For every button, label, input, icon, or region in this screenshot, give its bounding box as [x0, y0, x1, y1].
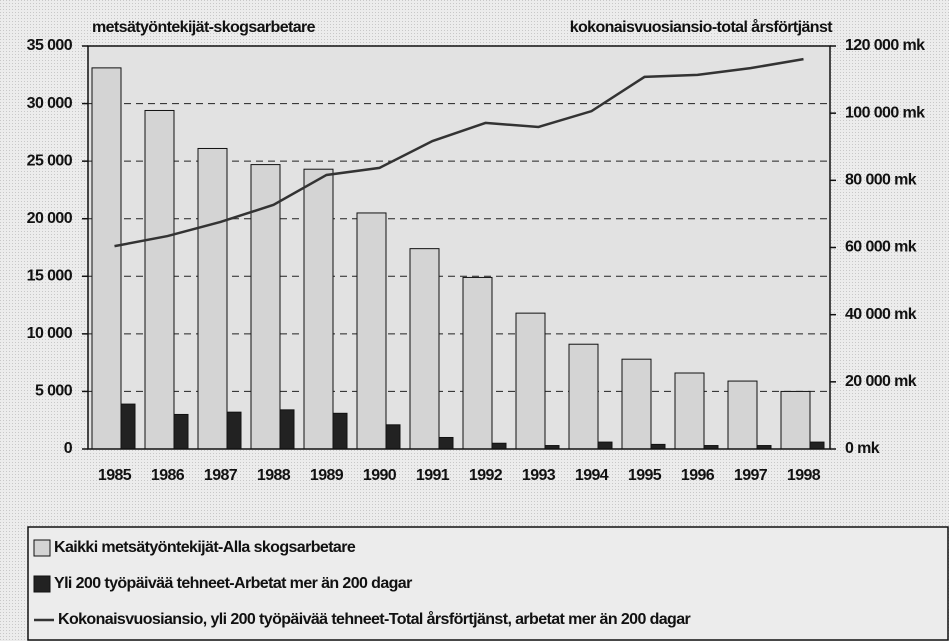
- bar: [279, 409, 295, 450]
- bar: [332, 412, 348, 450]
- bar: [438, 436, 454, 450]
- legend-box: [27, 526, 949, 641]
- y-tick-label: 25 000: [27, 152, 73, 169]
- bar: [568, 343, 599, 450]
- bar: [409, 248, 440, 450]
- x-tick-label: 1988: [257, 467, 291, 484]
- x-tick-label: 1986: [151, 467, 185, 484]
- right-axis-title: kokonaisvuosiansio-total årsförtjänst: [570, 18, 834, 36]
- y-tick-label: 0: [64, 440, 73, 457]
- y2-tick-label: 100 000 mk: [845, 104, 925, 121]
- y2-tick-label: 40 000 mk: [845, 306, 917, 323]
- bar: [91, 67, 122, 450]
- bar: [197, 147, 228, 450]
- x-tick-label: 1987: [204, 467, 238, 484]
- x-tick-label: 1994: [575, 467, 609, 484]
- bar: [356, 212, 387, 450]
- x-tick-label: 1991: [416, 467, 450, 484]
- x-tick-label: 1989: [310, 467, 344, 484]
- y2-tick-label: 20 000 mk: [845, 373, 917, 390]
- legend-swatch: [33, 539, 51, 557]
- line-series: [114, 57, 804, 248]
- bar: [462, 276, 493, 450]
- x-tick-label: 1998: [787, 467, 821, 484]
- bar: [303, 168, 334, 450]
- y-tick-label: 10 000: [27, 325, 73, 342]
- bar: [809, 441, 825, 450]
- x-tick-label: 1995: [628, 467, 662, 484]
- y2-tick-label: 60 000 mk: [845, 239, 917, 256]
- x-tick-label: 1993: [522, 467, 556, 484]
- bar: [173, 413, 189, 450]
- y-tick-label: 15 000: [27, 268, 73, 285]
- legend-label: Kaikki metsätyöntekijät-Alla skogsarbeta…: [54, 539, 356, 556]
- y2-tick-label: 0 mk: [845, 440, 880, 457]
- bar: [491, 442, 507, 450]
- legend-label: Yli 200 työpäivää tehneet-Arbetat mer än…: [54, 575, 412, 592]
- bar: [120, 403, 136, 450]
- legend-swatch: [33, 575, 51, 593]
- bar: [780, 390, 811, 450]
- bar: [597, 441, 613, 450]
- y2-tick-label: 120 000 mk: [845, 37, 925, 54]
- y-tick-label: 35 000: [27, 37, 73, 54]
- left-axis-title: metsätyöntekijät-skogsarbetare: [92, 19, 316, 36]
- x-tick-label: 1985: [98, 467, 132, 484]
- bar: [515, 312, 546, 450]
- y2-tick-label: 80 000 mk: [845, 172, 917, 189]
- x-tick-label: 1992: [469, 467, 503, 484]
- bar: [727, 380, 758, 450]
- y-tick-label: 5 000: [35, 383, 73, 400]
- x-tick-label: 1997: [734, 467, 768, 484]
- bar: [621, 358, 652, 450]
- plot-border: [87, 45, 831, 450]
- legend-label: Kokonaisvuosiansio, yli 200 työpäivää te…: [58, 610, 691, 628]
- x-tick-label: 1996: [681, 467, 715, 484]
- bar: [144, 109, 175, 450]
- y-tick-label: 20 000: [27, 210, 73, 227]
- bar: [674, 372, 705, 450]
- y-tick-label: 30 000: [27, 95, 73, 112]
- bar: [385, 424, 401, 450]
- bar: [226, 411, 242, 450]
- x-tick-label: 1990: [363, 467, 397, 484]
